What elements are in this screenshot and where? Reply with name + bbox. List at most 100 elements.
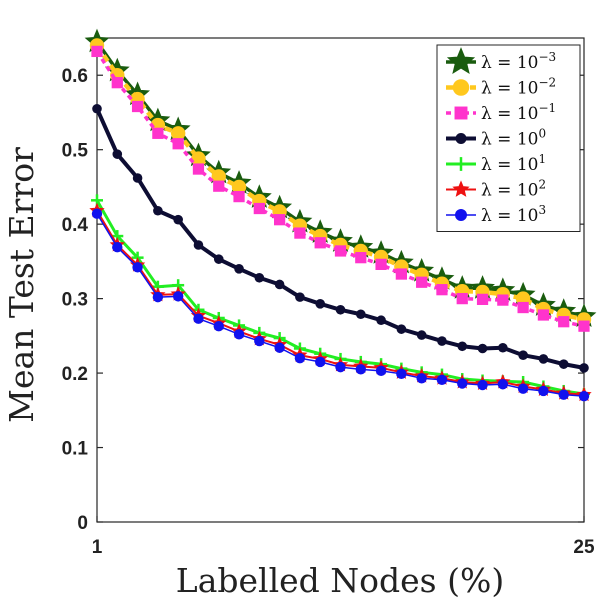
data-point (335, 361, 346, 373)
y-tick-label: 0.2 (62, 364, 88, 385)
data-point (355, 364, 366, 375)
data-point (254, 335, 265, 347)
legend-marker (454, 106, 468, 120)
data-point (477, 343, 488, 354)
data-point (153, 205, 163, 216)
data-point (152, 127, 164, 139)
data-point (396, 324, 407, 334)
x-axis-ticks: 1 25 (92, 516, 595, 558)
legend-label: λ = 10−1 (481, 101, 556, 124)
data-point (395, 268, 407, 280)
data-point (294, 227, 306, 239)
series-2 (91, 45, 590, 332)
y-tick-label: 0 (77, 513, 88, 534)
y-axis-label: Mean Test Error (2, 147, 41, 423)
data-point (152, 291, 164, 303)
data-point (92, 103, 102, 114)
data-point (274, 214, 286, 226)
data-point (233, 329, 245, 340)
legend-label: λ = 101 (481, 152, 546, 175)
data-point (91, 45, 103, 58)
data-point (537, 309, 550, 321)
x-axis-label: Labelled Nodes (%) (176, 561, 504, 600)
data-point (375, 365, 387, 377)
data-point (497, 294, 509, 306)
data-point (112, 149, 123, 159)
data-point (254, 272, 265, 283)
data-point (538, 385, 549, 397)
data-point (213, 320, 224, 332)
data-point (234, 264, 244, 274)
data-point (416, 330, 427, 340)
data-point (376, 315, 386, 326)
data-point (578, 390, 590, 402)
data-point (172, 138, 184, 150)
data-point (233, 190, 245, 203)
data-point (517, 383, 529, 394)
data-point (416, 276, 428, 288)
legend-item: λ = 101 (446, 152, 546, 175)
legend-item: λ = 103 (446, 203, 546, 226)
x-tick-label: 1 (92, 537, 103, 558)
data-point (231, 179, 247, 195)
legend-label: λ = 102 (481, 178, 546, 201)
data-point (131, 100, 144, 113)
series-3 (92, 103, 589, 373)
data-point (457, 378, 468, 389)
data-point (558, 389, 569, 400)
data-point (558, 359, 569, 369)
legend-label: λ = 103 (481, 203, 546, 226)
legend-label: λ = 100 (481, 127, 546, 150)
data-point (91, 208, 103, 219)
series-layer (84, 28, 597, 402)
data-point (355, 309, 366, 320)
legend-label: λ = 10−2 (481, 76, 556, 99)
y-tick-label: 0.4 (62, 215, 89, 236)
legend-marker (452, 180, 470, 197)
data-point (314, 237, 326, 249)
data-point (295, 292, 305, 302)
data-point (579, 363, 589, 373)
legend-item: λ = 102 (446, 178, 546, 201)
data-point (173, 214, 183, 225)
data-point (477, 379, 488, 391)
data-point (112, 242, 123, 253)
plot-frame (96, 37, 585, 523)
data-point (193, 240, 204, 250)
data-point (213, 254, 224, 264)
legend-marker (455, 209, 467, 221)
data-point (334, 245, 347, 257)
data-point (193, 313, 204, 324)
legend-item: λ = 10−3 (446, 47, 556, 75)
data-point (274, 342, 285, 353)
y-tick-label: 0.6 (62, 66, 88, 87)
data-point (437, 336, 447, 346)
data-point (375, 258, 387, 270)
data-point (111, 77, 123, 89)
data-point (517, 301, 529, 314)
data-point (498, 342, 508, 353)
data-point (132, 173, 143, 183)
y-tick-label: 0.1 (62, 439, 89, 460)
legend-item: λ = 10−1 (446, 101, 556, 124)
data-point (192, 163, 205, 175)
data-point (436, 284, 448, 296)
legend-marker (452, 79, 470, 96)
data-point (396, 368, 407, 380)
data-point (497, 379, 509, 390)
data-point (132, 262, 143, 273)
data-point (172, 291, 184, 302)
data-point (538, 354, 549, 364)
data-point (253, 202, 265, 215)
legend-marker (446, 47, 476, 75)
data-point (315, 356, 326, 368)
data-point (213, 180, 225, 192)
data-point (315, 299, 326, 309)
data-point (294, 352, 306, 364)
y-axis-ticks: 0 0.1 0.2 0.3 0.4 0.5 0.6 (62, 66, 584, 534)
data-point (170, 126, 186, 141)
data-point (476, 293, 489, 305)
legend-label: λ = 10−3 (481, 50, 556, 73)
legend-marker (454, 157, 468, 171)
